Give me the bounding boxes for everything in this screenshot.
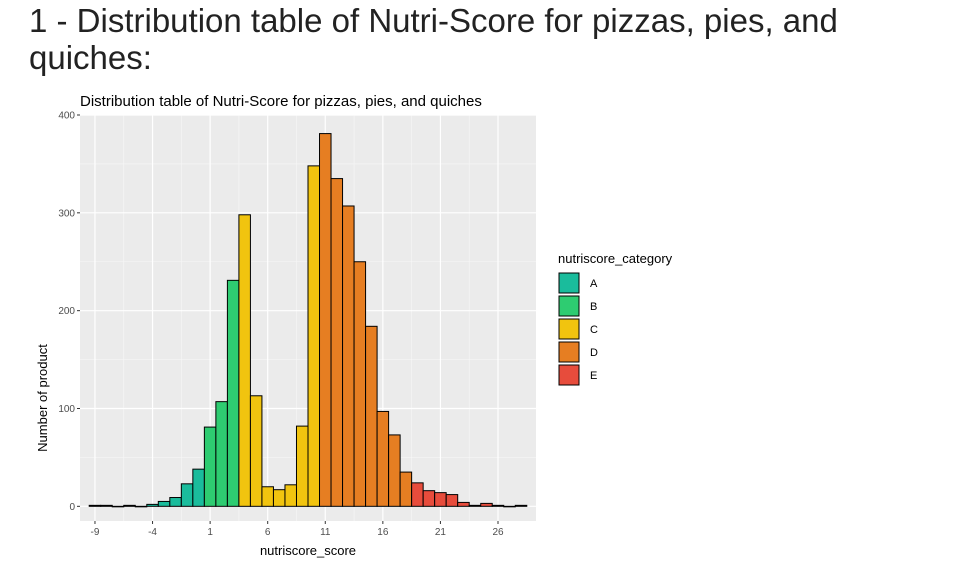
x-tick-label: 16 bbox=[377, 527, 389, 538]
y-tick-label: 200 bbox=[58, 306, 75, 317]
histogram-bar bbox=[238, 214, 251, 507]
histogram-bar bbox=[319, 133, 332, 507]
legend-label-b: B bbox=[590, 301, 597, 313]
histogram-bar bbox=[111, 505, 125, 508]
legend-key-d bbox=[558, 341, 580, 363]
legend-label-c: C bbox=[590, 324, 598, 336]
histogram-bar bbox=[169, 497, 182, 507]
x-tick-label: -9 bbox=[91, 527, 100, 538]
histogram-bar bbox=[215, 401, 228, 507]
histogram-bar bbox=[365, 325, 378, 507]
histogram-bar bbox=[330, 178, 344, 507]
histogram-bar bbox=[503, 505, 516, 508]
x-tick-label: 6 bbox=[265, 527, 271, 538]
x-tick-label: 26 bbox=[492, 527, 504, 538]
histogram-bar bbox=[123, 504, 136, 507]
histogram-bar bbox=[353, 261, 367, 507]
x-tick-label: -4 bbox=[148, 527, 157, 538]
chart-title: Distribution table of Nutri-Score for pi… bbox=[80, 93, 482, 110]
legend-key-a bbox=[558, 272, 580, 294]
histogram-bar bbox=[342, 205, 355, 507]
histogram-bar bbox=[422, 490, 436, 507]
legend-key-b bbox=[558, 295, 580, 317]
histogram-bar bbox=[411, 482, 424, 507]
y-tick-label: 300 bbox=[58, 208, 75, 219]
histogram-bar bbox=[226, 279, 240, 507]
y-tick-label: 400 bbox=[58, 111, 75, 122]
y-tick-label: 100 bbox=[58, 404, 75, 415]
histogram-bar bbox=[434, 492, 447, 507]
histogram-bar bbox=[192, 468, 205, 507]
histogram-bar bbox=[88, 504, 102, 507]
histogram-bar bbox=[480, 502, 493, 507]
histogram-bar bbox=[203, 426, 217, 507]
histogram-bar bbox=[134, 505, 148, 508]
histogram-bar bbox=[445, 494, 459, 507]
histogram-bar bbox=[284, 484, 297, 507]
y-tick-label: 0 bbox=[69, 502, 75, 513]
x-axis: -9 -4 1 6 11 16 21 26 bbox=[91, 521, 504, 538]
y-axis-title: Number of product bbox=[35, 344, 50, 452]
histogram-bar bbox=[514, 504, 528, 507]
x-tick-label: 21 bbox=[435, 527, 447, 538]
legend-key-c bbox=[558, 318, 580, 340]
histogram-bar bbox=[457, 501, 470, 507]
histogram-bar bbox=[491, 504, 505, 507]
histogram-bar bbox=[272, 489, 286, 507]
page-heading: 1 - Distribution table of Nutri-Score fo… bbox=[29, 2, 838, 76]
histogram-bar bbox=[295, 425, 309, 507]
histogram-bar bbox=[261, 486, 274, 507]
histogram-bar bbox=[388, 434, 401, 507]
legend-title: nutriscore_category bbox=[558, 251, 673, 266]
x-axis-title: nutriscore_score bbox=[260, 543, 356, 558]
nutriscore-histogram: Distribution table of Nutri-Score for pi… bbox=[35, 93, 673, 558]
histogram-bar bbox=[157, 500, 171, 507]
histogram-bar bbox=[468, 504, 482, 507]
histogram-bars bbox=[88, 133, 528, 508]
histogram-bar bbox=[100, 504, 113, 507]
histogram-bar bbox=[399, 471, 413, 507]
histogram-bar bbox=[180, 483, 194, 507]
legend-label-d: D bbox=[590, 347, 598, 359]
y-axis: 0 100 200 300 400 bbox=[58, 111, 80, 513]
x-tick-label: 11 bbox=[320, 527, 331, 538]
histogram-bar bbox=[146, 503, 159, 507]
legend-label-e: E bbox=[590, 370, 597, 382]
histogram-bar bbox=[376, 410, 390, 507]
legend-label-a: A bbox=[590, 278, 598, 290]
histogram-bar bbox=[307, 165, 321, 507]
legend-key-e bbox=[558, 364, 580, 386]
histogram-bar bbox=[249, 395, 263, 507]
x-tick-label: 1 bbox=[207, 527, 213, 538]
